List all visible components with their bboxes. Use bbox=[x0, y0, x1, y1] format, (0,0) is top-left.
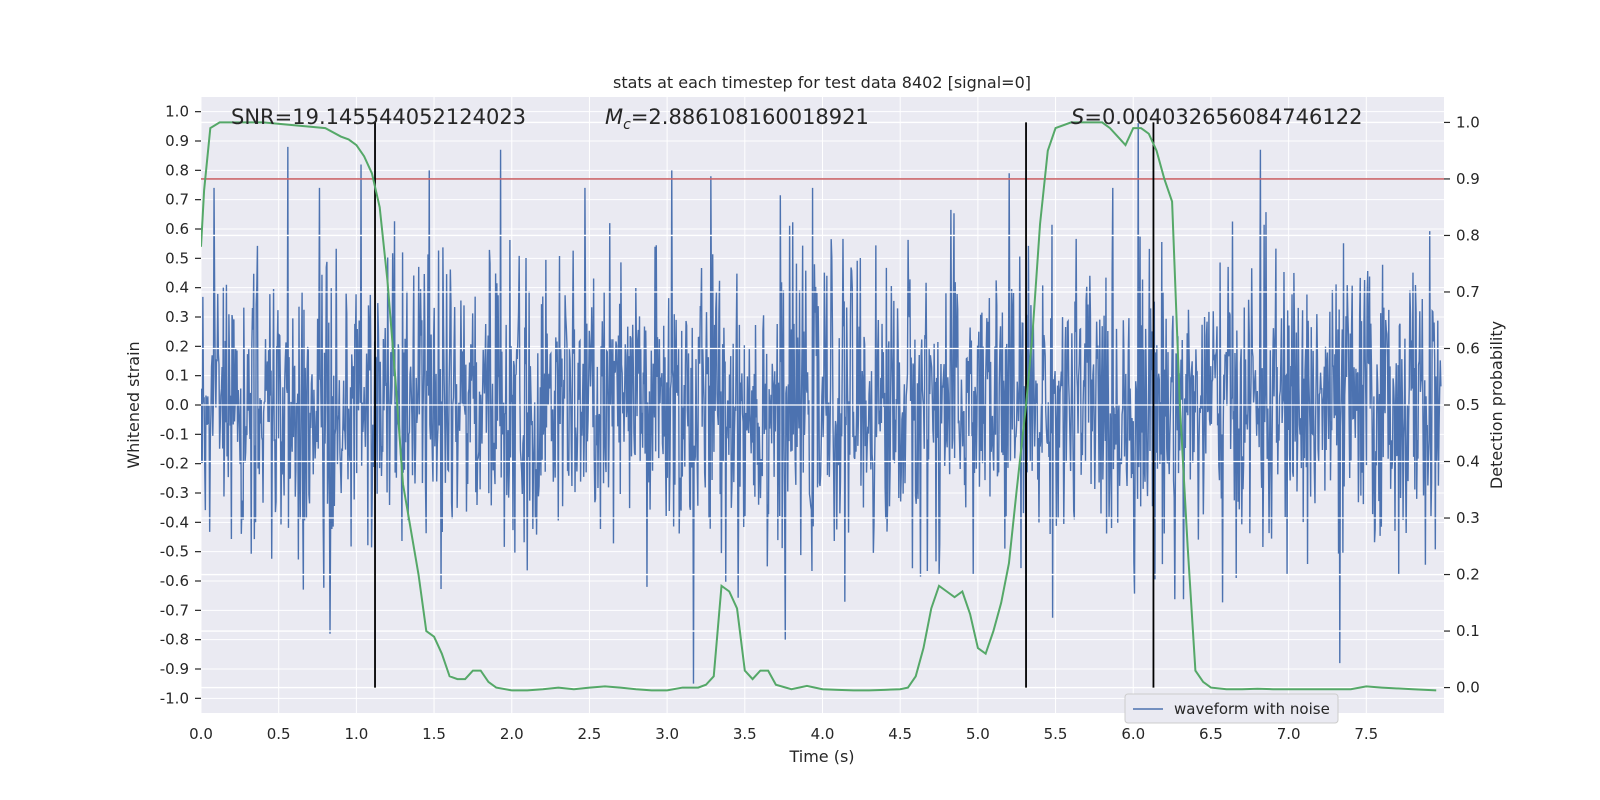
y-axis-label-right: Detection probability bbox=[1487, 321, 1506, 489]
left-y-tick-label: 0.8 bbox=[165, 161, 189, 179]
left-y-tick-label: -0.1 bbox=[160, 425, 189, 443]
left-y-tick-label: 0.0 bbox=[165, 396, 189, 414]
detection-probability-line bbox=[201, 121, 1437, 692]
left-y-tick-label: -0.7 bbox=[160, 601, 189, 619]
snr-annotation: SNR=19.145544052124023 bbox=[231, 105, 526, 129]
s-statistic-symbol: S bbox=[1071, 105, 1084, 129]
x-tick-label: 6.0 bbox=[1121, 725, 1145, 743]
left-y-axis-ticks: 1.0 0.9 0.8 0.7 0.6 0.5 0.4 0.3 0.2 0.1 0.0 -0.1 -0.… bbox=[160, 103, 201, 707]
left-y-tick-label: 0.9 bbox=[165, 132, 189, 150]
right-y-tick-label: 0.7 bbox=[1456, 283, 1480, 301]
legend-label: waveform with noise bbox=[1174, 700, 1330, 718]
x-tick-label: 5.5 bbox=[1044, 725, 1068, 743]
chart-title: stats at each timestep for test data 840… bbox=[613, 73, 1031, 92]
right-y-axis-ticks: 1.0 0.9 0.8 0.7 0.6 0.5 0.4 0.3 0.2 0.1 0.0 bbox=[1444, 113, 1480, 697]
right-y-tick-label: 0.6 bbox=[1456, 339, 1480, 357]
x-tick-label: 2.0 bbox=[500, 725, 524, 743]
left-y-tick-label: 0.2 bbox=[165, 337, 189, 355]
right-y-tick-label: 0.1 bbox=[1456, 622, 1480, 640]
x-tick-label: 2.5 bbox=[578, 725, 602, 743]
x-tick-label: 4.0 bbox=[811, 725, 835, 743]
left-y-tick-label: 0.4 bbox=[165, 279, 189, 297]
left-y-tick-label: -0.5 bbox=[160, 543, 189, 561]
x-tick-label: 6.5 bbox=[1199, 725, 1223, 743]
s-statistic-value: =0.004032656084746122 bbox=[1084, 105, 1362, 129]
left-y-tick-label: 0.1 bbox=[165, 367, 189, 385]
x-tick-label: 1.0 bbox=[344, 725, 368, 743]
x-tick-label: 7.0 bbox=[1277, 725, 1301, 743]
left-y-tick-label: -0.3 bbox=[160, 484, 189, 502]
left-y-tick-label: 0.7 bbox=[165, 191, 189, 209]
x-tick-label: 1.5 bbox=[422, 725, 446, 743]
left-y-tick-label: 0.5 bbox=[165, 249, 189, 267]
x-tick-label: 4.5 bbox=[888, 725, 912, 743]
left-y-tick-label: -0.2 bbox=[160, 455, 189, 473]
right-y-tick-label: 0.5 bbox=[1456, 396, 1480, 414]
x-tick-label: 0.0 bbox=[189, 725, 213, 743]
left-y-tick-label: -0.8 bbox=[160, 631, 189, 649]
chirp-mass-annotation: Mc=2.886108160018921 bbox=[605, 105, 869, 133]
y-axis-label-left: Whitened strain bbox=[124, 341, 143, 468]
right-y-tick-label: 0.8 bbox=[1456, 226, 1480, 244]
chirp-mass-subscript: c bbox=[623, 117, 631, 133]
left-y-tick-label: -0.9 bbox=[160, 660, 189, 678]
x-axis-ticks: 0.0 0.5 1.0 1.5 2.0 2.5 3.0 3.5 4.0 4.5 5.0 5.5 6.0 6… bbox=[189, 725, 1378, 743]
left-y-tick-label: 0.6 bbox=[165, 220, 189, 238]
left-y-tick-label: -1.0 bbox=[160, 689, 189, 707]
left-y-tick-label: 1.0 bbox=[165, 103, 189, 121]
right-y-tick-label: 0.0 bbox=[1456, 679, 1480, 697]
left-y-tick-label: 0.3 bbox=[165, 308, 189, 326]
legend: waveform with noise bbox=[1124, 693, 1339, 724]
x-axis-label: Time (s) bbox=[788, 747, 854, 766]
legend-box bbox=[1124, 693, 1339, 724]
chirp-mass-symbol: M bbox=[605, 105, 623, 129]
x-tick-label: 5.0 bbox=[966, 725, 990, 743]
chirp-mass-value: =2.886108160018921 bbox=[631, 105, 869, 129]
s-statistic-annotation: S=0.004032656084746122 bbox=[1071, 105, 1362, 129]
waveform-series-line bbox=[201, 111, 1442, 684]
x-tick-label: 3.5 bbox=[733, 725, 757, 743]
right-y-tick-label: 1.0 bbox=[1456, 113, 1480, 131]
left-y-tick-label: -0.6 bbox=[160, 572, 189, 590]
right-y-tick-label: 0.3 bbox=[1456, 509, 1480, 527]
x-tick-label: 0.5 bbox=[267, 725, 291, 743]
right-y-tick-label: 0.2 bbox=[1456, 566, 1480, 584]
right-y-tick-label: 0.9 bbox=[1456, 170, 1480, 188]
x-tick-label: 3.0 bbox=[655, 725, 679, 743]
right-y-tick-label: 0.4 bbox=[1456, 453, 1480, 471]
left-y-tick-label: -0.4 bbox=[160, 513, 189, 531]
x-tick-label: 7.5 bbox=[1354, 725, 1378, 743]
